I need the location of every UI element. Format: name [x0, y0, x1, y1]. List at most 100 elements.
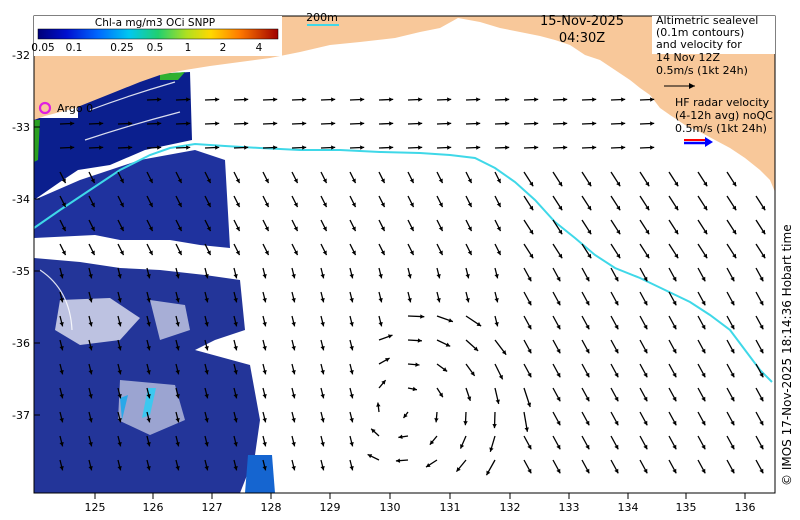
velocity-arrowhead	[233, 441, 238, 447]
velocity-arrowhead	[380, 202, 385, 208]
velocity-arrowhead	[534, 145, 539, 150]
velocity-arrowhead	[650, 121, 655, 126]
velocity-arrowhead	[175, 345, 180, 351]
lon-tick-label: 125	[85, 501, 106, 514]
velocity-arrowhead	[672, 444, 677, 450]
velocity-arrowhead	[527, 300, 532, 306]
velocity-arrowhead	[672, 348, 677, 354]
velocity-arrowhead	[556, 300, 561, 306]
velocity-arrowhead	[351, 226, 356, 232]
velocity-arrowhead	[730, 468, 735, 474]
velocity-arrowhead	[117, 297, 122, 303]
velocity-arrowhead	[585, 348, 590, 354]
velocity-arrowhead	[235, 178, 240, 184]
velocity-arrowhead	[291, 465, 296, 471]
altimetry-legend: Altimetric sealevel (0.1m contours) and …	[652, 14, 775, 89]
lon-tick-label: 131	[440, 501, 461, 514]
velocity-arrowhead	[235, 250, 240, 256]
velocity-arrowhead	[302, 145, 307, 150]
velocity-arrowhead	[59, 321, 64, 327]
velocity-arrowhead	[759, 300, 764, 306]
velocity-arrowhead	[186, 145, 191, 150]
velocity-arrowhead	[495, 399, 500, 404]
argo-float[interactable]: Argo 0	[38, 101, 93, 115]
velocity-arrowhead	[529, 229, 534, 235]
velocity-arrowhead	[614, 396, 619, 402]
velocity-arrowhead	[467, 226, 472, 232]
lon-tick-label: 134	[618, 501, 639, 514]
velocity-arrowhead	[489, 447, 494, 452]
velocity-arrowhead	[204, 417, 209, 423]
velocity-arrowhead	[701, 372, 706, 378]
credit-text: © IMOS 17-Nov-2025 18:14:36 Hobart time	[780, 224, 794, 486]
velocity-arrowhead	[672, 372, 677, 378]
velocity-arrowhead	[492, 424, 497, 429]
velocity-arrowhead	[426, 463, 431, 468]
velocity-arrowhead	[643, 468, 648, 474]
velocity-arrowhead	[235, 202, 240, 208]
velocity-arrowhead	[175, 297, 180, 303]
velocity-arrowhead	[494, 273, 499, 279]
velocity-arrowhead	[381, 380, 386, 385]
velocity-arrowhead	[204, 345, 209, 351]
velocity-arrowhead	[99, 145, 104, 150]
velocity-arrowhead	[429, 440, 435, 445]
velocity-arrowhead	[558, 181, 563, 187]
lon-tick-label: 128	[261, 501, 282, 514]
velocity-arrowhead	[476, 97, 481, 102]
velocity-arrowhead	[643, 444, 648, 450]
velocity-arrowhead	[585, 372, 590, 378]
velocity-arrowhead	[59, 465, 64, 471]
colorbar-tick: 0.05	[31, 42, 54, 54]
velocity-arrowhead	[703, 229, 708, 235]
velocity-arrowhead	[476, 322, 482, 327]
velocity-arrowhead	[556, 276, 561, 282]
velocity-arrowhead	[650, 97, 655, 102]
velocity-arrowhead	[320, 273, 325, 279]
velocity-arrowhead	[643, 300, 648, 306]
map-border	[33, 15, 776, 494]
argo-marker-icon[interactable]	[38, 101, 52, 115]
velocity-arrowhead	[88, 297, 93, 303]
velocity-arrowhead	[376, 402, 381, 407]
velocity-arrowhead	[585, 324, 590, 330]
velocity-arrowhead	[409, 226, 414, 232]
velocity-arrowhead	[157, 145, 162, 150]
velocity-arrowhead	[331, 97, 336, 102]
velocity-arrowhead	[470, 371, 475, 376]
velocity-arrowhead	[701, 420, 706, 426]
velocity-arrowhead	[88, 345, 93, 351]
velocity-arrowhead	[264, 202, 269, 208]
velocity-arrowhead	[473, 346, 479, 351]
lat-tick-label: -33	[12, 121, 30, 134]
velocity-arrowhead	[621, 97, 626, 102]
velocity-arrowhead	[674, 229, 679, 235]
velocity-arrowhead	[99, 121, 104, 126]
velocity-arrowhead	[418, 121, 423, 126]
velocity-arrowhead	[730, 324, 735, 330]
velocity-arrowhead	[349, 345, 354, 351]
velocity-arrowhead	[465, 297, 470, 303]
velocity-arrowhead	[417, 338, 422, 343]
altimetry-legend-line: Altimetric sealevel	[656, 14, 758, 27]
velocity-arrowhead	[148, 226, 153, 232]
velocity-arrowhead	[445, 342, 451, 347]
velocity-arrowhead	[244, 145, 249, 150]
altimetry-legend-line: 14 Nov 12Z	[656, 51, 720, 64]
velocity-arrowhead	[351, 178, 356, 184]
velocity-arrowhead	[759, 324, 764, 330]
velocity-arrowhead	[320, 321, 325, 327]
velocity-arrowhead	[177, 202, 182, 208]
velocity-arrowhead	[703, 181, 708, 187]
lon-tick-label: 129	[320, 501, 341, 514]
velocity-arrowhead	[527, 444, 532, 450]
velocity-arrowhead	[614, 300, 619, 306]
lat-tick-label: -32	[12, 49, 30, 62]
velocity-arrowhead	[262, 465, 267, 471]
velocity-arrowhead	[476, 121, 481, 126]
velocity-arrowhead	[175, 417, 180, 423]
velocity-arrowhead	[467, 178, 472, 184]
velocity-arrowhead	[320, 393, 325, 399]
velocity-arrowhead	[585, 420, 590, 426]
lon-tick-label: 133	[559, 501, 580, 514]
